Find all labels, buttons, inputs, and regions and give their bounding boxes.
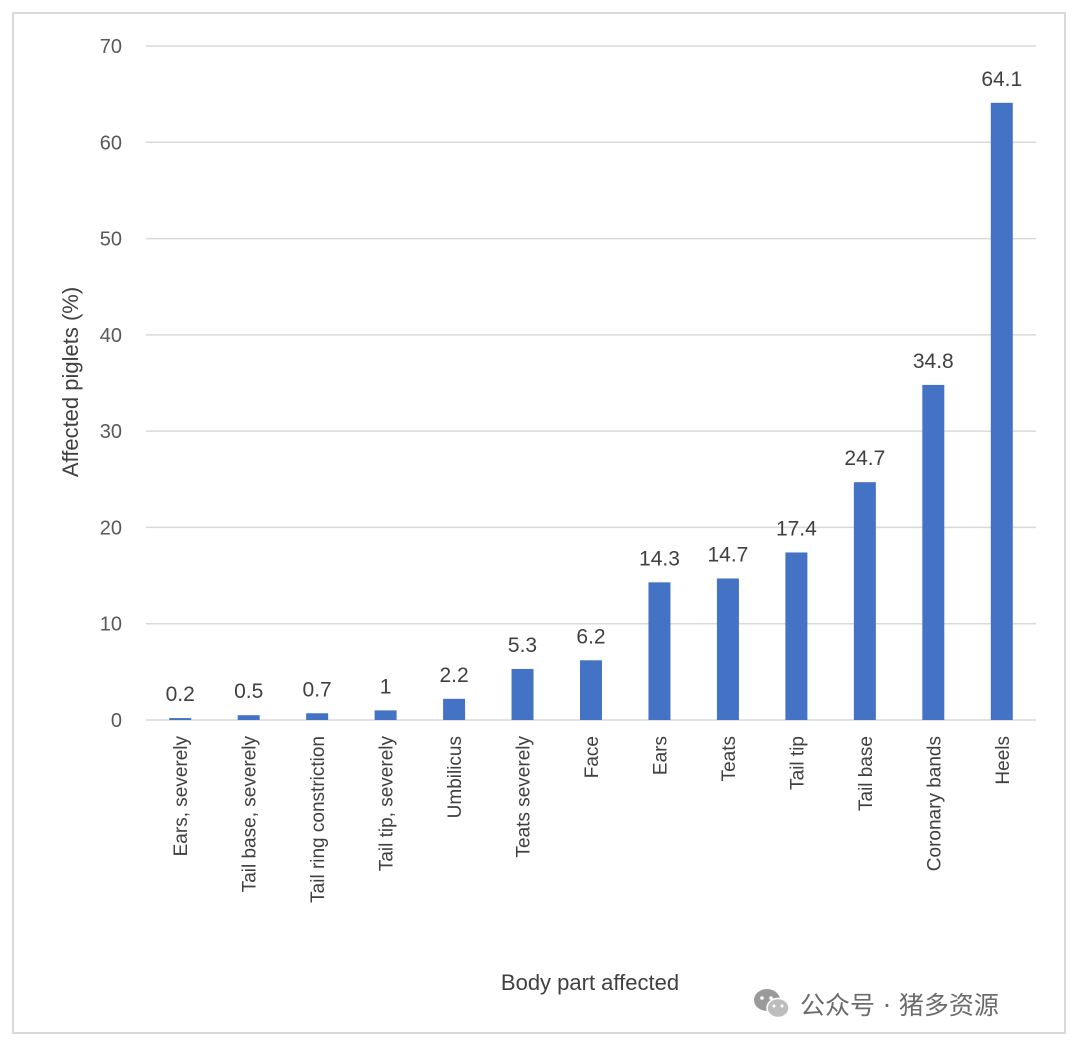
category-label: Coronary bands [924,736,945,871]
category-label: Tail ring constriction [308,736,329,903]
data-label: 0.7 [303,678,332,701]
data-label: 6.2 [576,625,605,648]
category-label: Heels [993,736,1014,785]
y-tick-label: 0 [111,710,122,732]
data-label: 0.5 [234,680,263,703]
bar [511,668,534,720]
data-labels: 0.2 0.5 0.7 1 2.2 5.3 6.2 14.3 14.7 17.4 24.7 34.8 6… [166,68,1023,706]
bar [785,552,808,720]
bar [853,482,876,720]
y-tick-labels: 0 10 20 30 40 50 60 70 [100,36,122,732]
data-label: 14.7 [707,543,748,566]
data-label: 17.4 [776,517,817,540]
bar [306,713,329,720]
watermark: 公众号 · 猪多资源 [752,982,999,1026]
y-tick-label: 20 [100,517,122,539]
data-label: 34.8 [913,350,954,373]
category-label: Ears [650,736,671,775]
category-label: Tail base [856,736,877,811]
bar [716,578,739,720]
category-label: Tail tip [787,736,808,790]
watermark-text: 公众号 · 猪多资源 [800,991,999,1020]
bar [648,582,671,720]
category-label: Teats severely [514,736,535,858]
gridlines [146,45,1036,721]
y-tick-label: 40 [100,325,122,347]
bar [580,660,602,720]
bar [169,718,192,720]
y-tick-label: 30 [100,421,122,443]
data-label: 2.2 [439,664,468,687]
y-tick-label: 60 [100,132,122,154]
x-axis-title: Body part affected [501,970,679,995]
category-label: Ears, severely [171,736,192,857]
bar [237,715,260,720]
y-tick-label: 50 [100,229,122,251]
category-label: Tail base, severely [240,736,261,893]
bar [374,710,397,720]
data-label: 1 [380,675,392,698]
bar [990,102,1013,720]
data-label: 5.3 [508,634,537,657]
bar [922,384,945,720]
category-label: Face [582,736,603,778]
category-label: Teats [719,736,740,781]
bar [443,698,466,720]
y-tick-label: 10 [100,614,122,636]
category-labels: Ears, severely Tail base, severely Tail ri… [171,736,1014,903]
data-label: 64.1 [981,68,1022,91]
wechat-icon [752,987,792,1021]
chart-frame [12,12,1066,1034]
data-label: 0.2 [166,683,195,706]
category-label: Tail tip, severely [377,736,398,872]
bars [169,102,1013,720]
y-tick-label: 70 [100,36,122,58]
data-label: 24.7 [844,447,885,470]
category-label: Umbilicus [445,736,466,818]
y-axis-title: Affected piglets (%) [58,287,83,477]
data-label: 14.3 [639,547,680,570]
